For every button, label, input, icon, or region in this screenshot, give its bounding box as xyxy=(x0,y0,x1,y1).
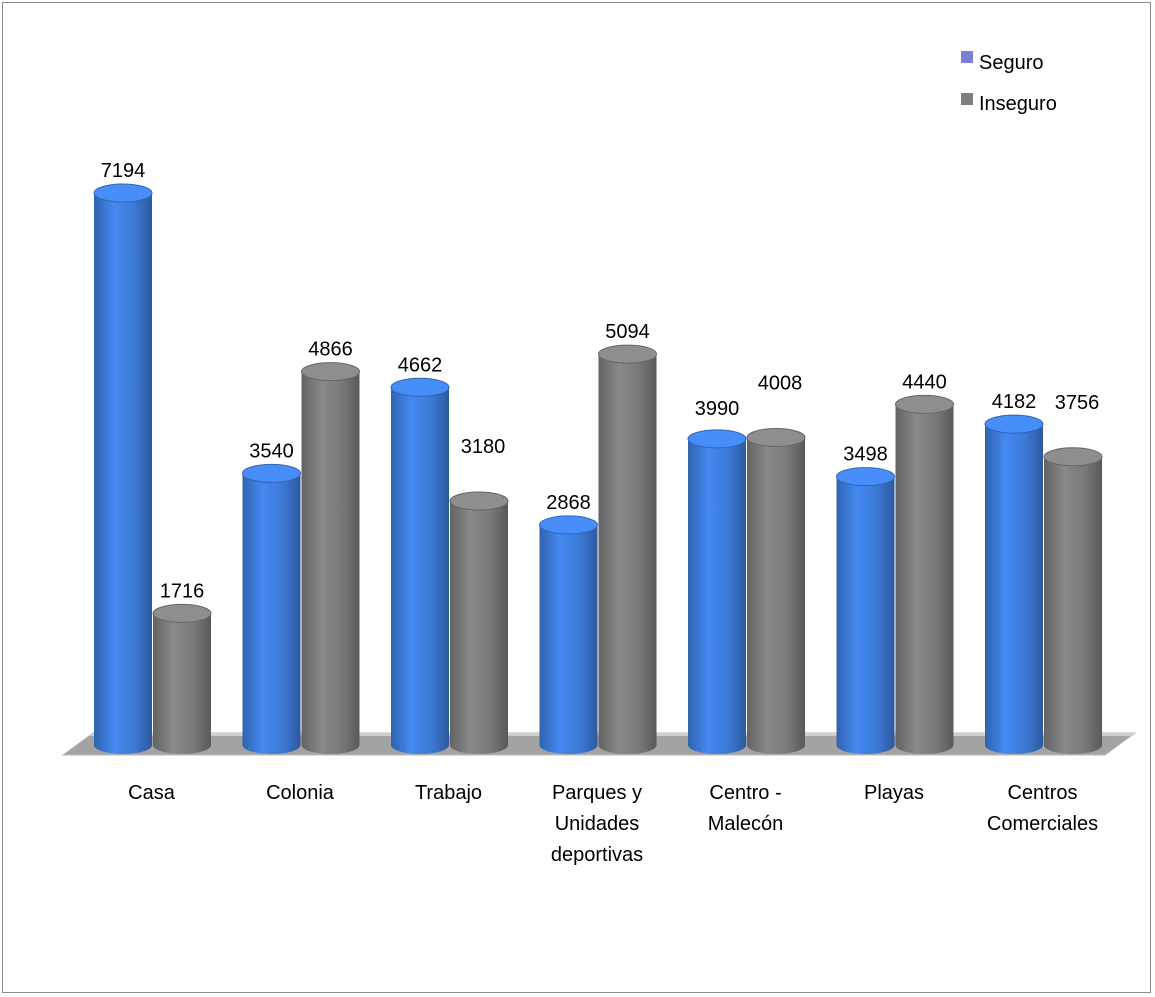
category-label-casa: Casa xyxy=(128,782,176,804)
bar-seguro-casa xyxy=(93,183,153,754)
bar-seguro-playas xyxy=(836,467,895,754)
value-label-inseguro-trabajo: 3180 xyxy=(461,436,506,458)
value-label-inseguro-centro-malec-n: 4008 xyxy=(758,372,803,394)
bar-inseguro-centro-malec-n xyxy=(746,427,806,754)
bar-chart: 7194 1716 3540 4866 4662 3180 2868 5094 3990 4008… xyxy=(61,51,1137,866)
bar-seguro-colonia xyxy=(242,463,301,754)
bar-inseguro-playas xyxy=(895,394,954,754)
value-label-seguro-casa: 7194 xyxy=(101,160,146,182)
bars-layer xyxy=(93,183,1103,754)
bar-inseguro-centros-comerciales xyxy=(1043,447,1103,754)
value-label-inseguro-playas: 4440 xyxy=(902,371,947,393)
value-label-seguro-playas: 3498 xyxy=(843,444,888,466)
category-label-colonia: Colonia xyxy=(266,782,335,804)
bar-inseguro-casa xyxy=(152,603,212,754)
value-label-inseguro-centros-comerciales: 3756 xyxy=(1055,392,1100,414)
category-labels-layer: Casa Colonia Trabajo Parques y Unidades depor… xyxy=(128,782,1098,866)
category-label-parques-y-unidades-deportivas: Parques y Unidades deportivas xyxy=(551,782,643,866)
category-label-centro-malec-n: Centro -Malecón xyxy=(708,782,784,835)
legend-label-inseguro: Inseguro xyxy=(979,93,1057,115)
legend-swatch-inseguro xyxy=(961,93,973,105)
value-label-seguro-trabajo: 4662 xyxy=(398,354,443,376)
category-label-playas: Playas xyxy=(864,782,924,804)
value-label-inseguro-colonia: 4866 xyxy=(308,339,353,361)
value-label-inseguro-parques-y-unidades-deportivas: 5094 xyxy=(605,321,650,343)
legend-swatch-seguro xyxy=(961,51,973,63)
legend: Seguro Inseguro xyxy=(961,51,1057,115)
category-label-trabajo: Trabajo xyxy=(415,782,482,804)
bar-inseguro-colonia xyxy=(301,362,360,754)
value-label-seguro-colonia: 3540 xyxy=(249,440,294,462)
bar-seguro-centro-malec-n xyxy=(687,429,747,754)
value-label-seguro-centro-malec-n: 3990 xyxy=(695,398,740,420)
bar-inseguro-parques-y-unidades-deportivas xyxy=(598,344,657,754)
bar-seguro-centros-comerciales xyxy=(984,414,1044,754)
legend-label-seguro: Seguro xyxy=(979,52,1044,74)
category-label-centros-comerciales: Centros Comerciales xyxy=(987,782,1098,835)
value-labels-layer: 7194 1716 3540 4866 4662 3180 2868 5094 3990 4008… xyxy=(101,160,1100,602)
bar-inseguro-trabajo xyxy=(449,491,509,754)
value-label-seguro-parques-y-unidades-deportivas: 2868 xyxy=(546,492,591,514)
bar-seguro-parques-y-unidades-deportivas xyxy=(539,515,598,754)
value-label-inseguro-casa: 1716 xyxy=(160,580,205,602)
bar-seguro-trabajo xyxy=(390,377,450,754)
value-label-seguro-centros-comerciales: 4182 xyxy=(992,391,1037,413)
